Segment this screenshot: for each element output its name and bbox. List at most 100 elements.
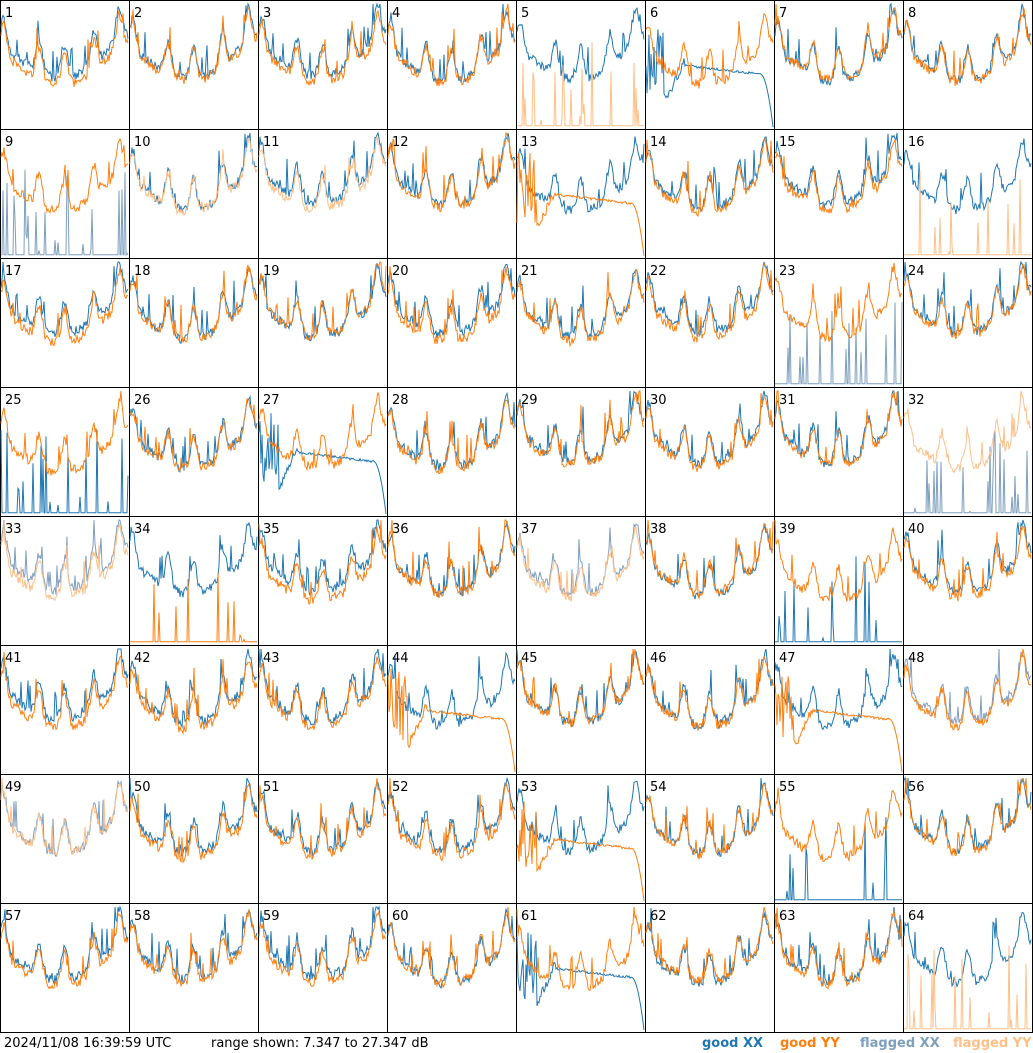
panel-frame	[516, 903, 646, 1033]
panel-48: 48	[903, 645, 1033, 775]
series-xx-line	[645, 908, 774, 987]
series-xx-line	[0, 6, 129, 82]
panel-57: 57	[0, 903, 130, 1033]
series-yy-line	[129, 397, 258, 473]
panel-label: 54	[650, 780, 667, 795]
series-xx-line	[258, 2, 387, 80]
panel-label: 39	[779, 522, 796, 537]
series-xx-line	[645, 390, 773, 469]
panel-label: 15	[779, 135, 796, 150]
series-yy-line	[774, 907, 903, 990]
panel-15: 15	[774, 129, 904, 259]
series-yy-line	[258, 261, 387, 341]
legend-flagged-xx: flagged XX	[860, 1036, 940, 1051]
panel-14: 14	[645, 129, 775, 259]
panel-53: 53	[516, 774, 646, 904]
series-xx-line	[258, 648, 387, 726]
series-yy-line	[645, 137, 774, 217]
panel-10: 10	[129, 129, 259, 259]
series-yy-line	[387, 131, 516, 213]
panel-label: 59	[263, 909, 280, 924]
series-xx-line	[258, 905, 387, 981]
panel-label: 11	[263, 135, 280, 150]
series-xx-line	[387, 651, 516, 730]
series-xx-line	[645, 136, 774, 213]
series-xx-line	[0, 429, 129, 514]
panel-47: 47	[774, 645, 904, 775]
panel-42: 42	[129, 645, 259, 775]
panel-label: 40	[908, 522, 925, 537]
panel-23: 23	[774, 258, 904, 388]
series-xx-line	[903, 138, 1032, 215]
panel-label: 47	[779, 651, 796, 666]
panel-62: 62	[645, 903, 775, 1033]
series-xx-line	[903, 649, 1032, 725]
panel-label: 45	[521, 651, 538, 666]
panel-label: 12	[392, 135, 409, 150]
panel-9: 9	[0, 129, 130, 259]
series-yy-line	[0, 137, 129, 215]
series-yy-line	[387, 519, 516, 599]
panel-label: 52	[392, 780, 409, 795]
series-xx-line	[775, 556, 902, 643]
panel-label: 35	[263, 522, 280, 537]
series-yy-line	[129, 264, 258, 343]
series-xx-line	[516, 780, 645, 856]
panel-frame	[774, 903, 904, 1033]
panel-60: 60	[387, 903, 517, 1033]
panel-35: 35	[258, 516, 388, 646]
panel-64: 64	[903, 903, 1033, 1033]
series-yy-line	[130, 572, 257, 643]
series-yy-line	[129, 6, 258, 84]
panel-label: 23	[779, 264, 796, 279]
legend-good-yy: good YY	[780, 1036, 840, 1051]
series-xx-line	[0, 261, 129, 338]
range-text: range shown: 7.347 to 27.347 dB	[211, 1036, 429, 1051]
series-yy-line	[774, 3, 903, 83]
series-xx-line	[903, 911, 1032, 988]
panel-33: 33	[0, 516, 130, 646]
panel-20: 20	[387, 258, 517, 388]
series-xx-line	[129, 521, 258, 598]
panel-frame	[258, 516, 388, 646]
panel-frame	[903, 645, 1033, 775]
series-yy-line	[904, 170, 1031, 256]
panel-frame	[258, 0, 388, 130]
panel-label: 22	[650, 264, 667, 279]
panel-label: 30	[650, 393, 667, 408]
panel-label: 5	[521, 6, 529, 21]
panel-label: 55	[779, 780, 796, 795]
series-yy-line	[516, 526, 645, 602]
panel-frame	[0, 129, 130, 259]
series-yy-line	[0, 912, 129, 990]
panel-label: 58	[134, 909, 151, 924]
series-xx-line	[775, 301, 903, 385]
series-xx-line	[387, 263, 516, 338]
panel-label: 60	[392, 909, 409, 924]
panel-2: 2	[129, 0, 259, 130]
panel-frame	[387, 903, 517, 1033]
series-xx-line	[645, 523, 774, 600]
panel-label: 31	[779, 393, 796, 408]
panel-50: 50	[129, 774, 259, 904]
legend-good-xx: good XX	[702, 1036, 764, 1051]
series-yy-line	[0, 652, 129, 731]
series-yy-line	[903, 8, 1032, 86]
panel-3: 3	[258, 0, 388, 130]
panel-label: 56	[908, 780, 925, 795]
panel-28: 28	[387, 387, 517, 517]
panel-17: 17	[0, 258, 130, 388]
panel-label: 24	[908, 264, 925, 279]
series-yy-line	[258, 136, 387, 213]
panel-12: 12	[387, 129, 517, 259]
series-yy-line	[129, 782, 258, 864]
panel-label: 7	[779, 6, 787, 21]
panel-frame	[774, 516, 904, 646]
series-yy-line	[517, 42, 644, 127]
series-yy-line	[258, 519, 387, 605]
series-xx-line	[645, 261, 774, 337]
panel-54: 54	[645, 774, 775, 904]
panel-label: 2	[134, 6, 142, 21]
series-yy-line	[645, 783, 774, 860]
series-yy-line	[0, 10, 129, 88]
